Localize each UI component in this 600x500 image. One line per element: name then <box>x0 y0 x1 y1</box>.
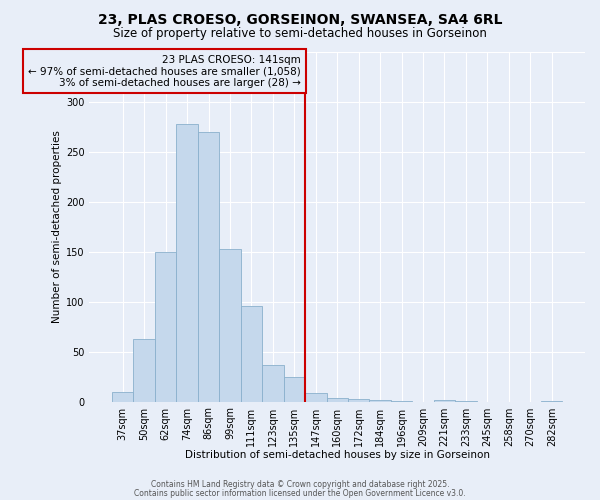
Bar <box>112 392 133 402</box>
Bar <box>155 252 176 402</box>
X-axis label: Distribution of semi-detached houses by size in Gorseinon: Distribution of semi-detached houses by … <box>185 450 490 460</box>
Text: 23 PLAS CROESO: 141sqm
← 97% of semi-detached houses are smaller (1,058)
3% of s: 23 PLAS CROESO: 141sqm ← 97% of semi-det… <box>28 54 301 88</box>
Bar <box>241 306 262 402</box>
Bar <box>176 124 198 402</box>
Bar <box>348 398 370 402</box>
Bar <box>305 392 326 402</box>
Text: Size of property relative to semi-detached houses in Gorseinon: Size of property relative to semi-detach… <box>113 28 487 40</box>
Bar <box>455 400 476 402</box>
Bar <box>434 400 455 402</box>
Bar <box>198 132 219 402</box>
Text: Contains public sector information licensed under the Open Government Licence v3: Contains public sector information licen… <box>134 488 466 498</box>
Bar <box>133 338 155 402</box>
Y-axis label: Number of semi-detached properties: Number of semi-detached properties <box>52 130 62 323</box>
Bar <box>370 400 391 402</box>
Bar <box>219 248 241 402</box>
Text: 23, PLAS CROESO, GORSEINON, SWANSEA, SA4 6RL: 23, PLAS CROESO, GORSEINON, SWANSEA, SA4… <box>98 12 502 26</box>
Bar <box>262 364 284 402</box>
Bar <box>326 398 348 402</box>
Text: Contains HM Land Registry data © Crown copyright and database right 2025.: Contains HM Land Registry data © Crown c… <box>151 480 449 489</box>
Bar <box>391 400 412 402</box>
Bar <box>284 376 305 402</box>
Bar <box>541 400 562 402</box>
